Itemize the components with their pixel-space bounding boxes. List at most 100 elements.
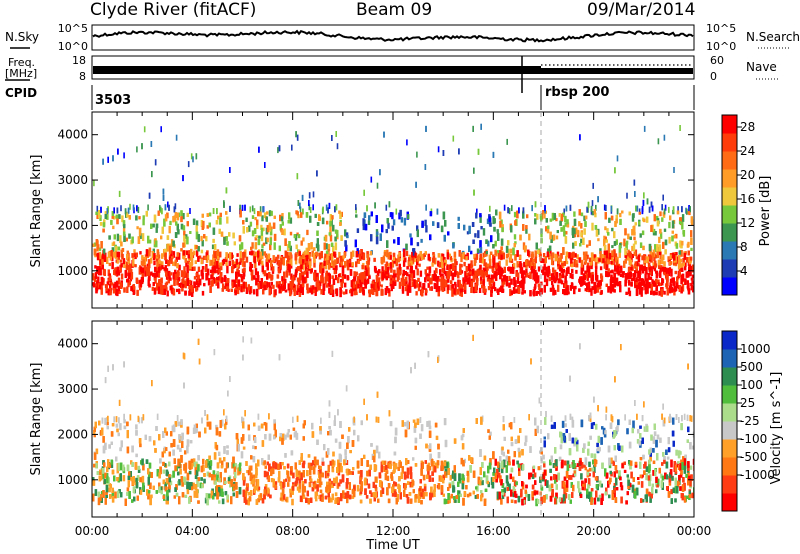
- range-gate-cell: [215, 220, 219, 225]
- range-gate-cell: [270, 226, 273, 230]
- range-gate-cell: [99, 215, 102, 221]
- range-gate-cell: [141, 275, 144, 283]
- range-gate-cell: [294, 269, 298, 274]
- range-gate-cell: [289, 252, 292, 259]
- range-gate-cell: [614, 256, 618, 262]
- range-gate-cell: [367, 260, 370, 265]
- range-gate-cell: [212, 208, 215, 214]
- range-gate-cell: [690, 237, 693, 245]
- range-gate-cell: [627, 272, 630, 280]
- range-gate-cell: [281, 213, 284, 220]
- range-gate-cell: [470, 280, 473, 288]
- range-gate-cell: [268, 274, 271, 278]
- range-gate-cell: [350, 251, 353, 259]
- range-gate-cell: [244, 281, 247, 289]
- range-gate-cell: [174, 232, 178, 238]
- range-gate-cell: [200, 249, 204, 254]
- range-gate-cell: [468, 245, 471, 252]
- y-tick-label: 1000: [57, 264, 88, 278]
- range-gate-cell: [123, 224, 126, 229]
- range-gate-cell: [684, 262, 687, 271]
- range-gate-cell: [117, 148, 119, 155]
- range-gate-cell: [470, 260, 473, 268]
- range-gate-cell: [312, 289, 316, 293]
- range-gate-cell: [657, 259, 661, 267]
- range-gate-cell: [433, 270, 436, 277]
- range-gate-cell: [262, 289, 265, 295]
- range-gate-cell: [660, 288, 663, 297]
- range-gate-cell: [249, 221, 253, 227]
- range-gate-cell: [672, 277, 675, 286]
- range-gate-cell: [216, 276, 219, 281]
- range-gate-cell: [366, 205, 368, 212]
- range-gate-cell: [560, 213, 564, 222]
- range-gate-cell: [320, 251, 323, 259]
- range-gate-cell: [314, 289, 317, 296]
- range-gate-cell: [278, 245, 281, 252]
- range-gate-cell: [145, 210, 148, 217]
- range-gate-cell: [625, 256, 628, 260]
- range-gate-cell: [325, 250, 329, 254]
- range-gate-cell: [594, 262, 598, 268]
- range-gate-cell: [417, 283, 421, 292]
- range-gate-cell: [107, 206, 109, 213]
- range-gate-cell: [650, 201, 653, 208]
- range-gate-cell: [129, 277, 132, 282]
- range-gate-cell: [447, 277, 450, 283]
- range-gate-cell: [106, 281, 110, 286]
- range-gate-cell: [660, 473, 663, 479]
- range-gate-cell: [460, 264, 463, 268]
- range-gate-cell: [188, 285, 191, 290]
- range-gate-cell: [191, 266, 194, 271]
- range-gate-cell: [433, 282, 437, 289]
- range-gate-cell: [681, 283, 685, 292]
- range-gate-cell: [663, 208, 666, 215]
- range-gate-cell: [395, 208, 398, 215]
- range-gate-cell: [233, 241, 236, 246]
- range-gate-cell: [628, 279, 631, 286]
- range-gate-cell: [238, 235, 242, 242]
- range-gate-cell: [289, 231, 293, 236]
- range-gate-cell: [236, 288, 240, 295]
- range-gate-cell: [617, 272, 620, 276]
- range-gate-cell: [165, 275, 169, 280]
- range-gate-cell: [306, 287, 310, 294]
- range-gate-cell: [598, 258, 601, 262]
- range-gate-cell: [476, 248, 480, 253]
- range-gate-cell: [340, 281, 343, 288]
- range-gate-cell: [128, 280, 131, 286]
- range-gate-cell: [492, 262, 495, 268]
- range-gate-cell: [628, 271, 632, 280]
- range-gate-cell: [475, 253, 479, 260]
- range-gate-cell: [393, 269, 396, 274]
- range-gate-cell: [496, 288, 499, 293]
- range-gate-cell: [392, 219, 396, 226]
- range-gate-cell: [309, 215, 312, 223]
- range-gate-cell: [358, 288, 362, 293]
- range-gate-cell: [250, 246, 253, 250]
- range-gate-cell: [266, 273, 269, 280]
- range-gate-cell: [219, 212, 222, 217]
- range-gate-cell: [189, 208, 191, 214]
- range-gate-cell: [209, 285, 212, 293]
- range-gate-cell: [573, 218, 577, 226]
- range-gate-cell: [245, 287, 249, 294]
- range-gate-cell: [123, 231, 126, 236]
- range-gate-cell: [312, 204, 314, 211]
- range-gate-cell: [536, 213, 539, 220]
- range-gate-cell: [476, 277, 479, 286]
- range-gate-cell: [310, 242, 313, 250]
- range-gate-cell: [142, 259, 145, 265]
- range-gate-cell: [588, 257, 592, 262]
- range-gate-cell: [665, 267, 668, 274]
- range-gate-cell: [487, 274, 491, 279]
- range-gate-cell: [657, 138, 660, 145]
- cpid-segment-rbsp: rbsp 200: [545, 85, 609, 100]
- range-gate-cell: [169, 285, 172, 291]
- range-gate-cell: [234, 264, 237, 268]
- range-gate-cell: [565, 231, 568, 235]
- range-gate-cell: [177, 229, 180, 235]
- range-gate-cell: [173, 278, 176, 286]
- range-gate-cell: [663, 228, 667, 232]
- range-gate-cell: [638, 208, 641, 215]
